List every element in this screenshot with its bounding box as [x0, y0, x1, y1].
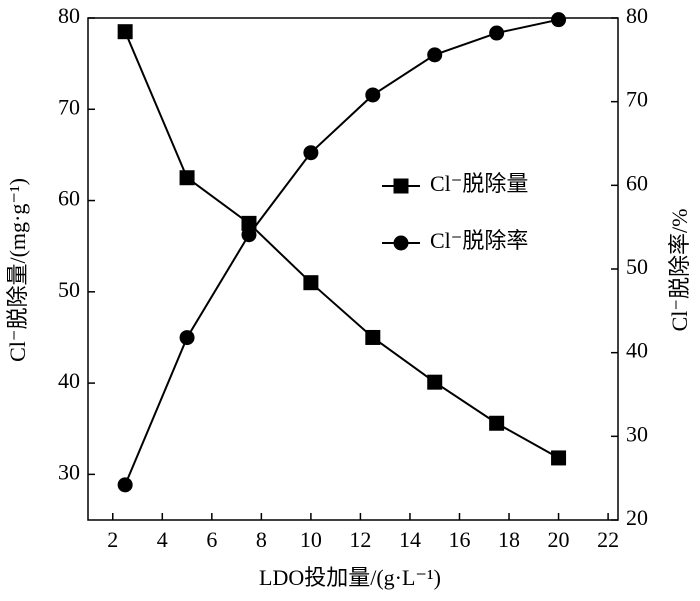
marker: [489, 25, 505, 41]
marker: [551, 450, 567, 466]
y2-axis-label: Cl⁻脱除率/%: [667, 209, 692, 332]
y2-tick-label: 60: [626, 170, 648, 195]
x-tick-label: 2: [107, 527, 118, 552]
marker: [365, 87, 381, 103]
x-tick-label: 10: [300, 527, 322, 552]
y2-tick-label: 30: [626, 421, 648, 446]
marker: [117, 477, 133, 493]
legend-label: Cl⁻脱除率: [430, 228, 528, 253]
plot-frame: [87, 17, 619, 521]
x-tick-label: 14: [399, 527, 421, 552]
marker: [303, 275, 319, 291]
marker: [489, 415, 505, 431]
series-line: [124, 31, 560, 459]
x-tick-label: 22: [597, 527, 619, 552]
x-tick-label: 18: [498, 527, 520, 552]
marker: [427, 47, 443, 63]
y-tick-label: 60: [58, 186, 80, 211]
marker: [303, 145, 319, 161]
y-tick-label: 50: [58, 277, 80, 302]
y-axis-label: Cl⁻脱除量/(mg·g⁻¹): [5, 178, 30, 362]
legend-marker: [393, 235, 409, 251]
y2-tick-label: 40: [626, 338, 648, 363]
marker: [241, 227, 257, 243]
x-tick-label: 6: [206, 527, 217, 552]
legend-marker: [393, 178, 409, 194]
y-tick-label: 80: [58, 3, 80, 28]
y2-tick-label: 70: [626, 87, 648, 112]
marker: [427, 374, 443, 390]
marker: [179, 170, 195, 186]
y-tick-label: 40: [58, 368, 80, 393]
x-axis-label: LDO投加量/(g·L⁻¹): [259, 565, 441, 590]
marker: [117, 24, 133, 40]
x-tick-label: 16: [448, 527, 470, 552]
x-tick-label: 8: [256, 527, 267, 552]
x-tick-label: 4: [157, 527, 168, 552]
marker: [179, 330, 195, 346]
x-tick-label: 12: [349, 527, 371, 552]
series-line: [124, 18, 559, 486]
y2-tick-label: 50: [626, 254, 648, 279]
marker: [365, 329, 381, 345]
marker: [241, 215, 257, 231]
y2-tick-label: 20: [626, 505, 648, 530]
y-tick-label: 70: [58, 94, 80, 119]
legend-label: Cl⁻脱除量: [430, 171, 528, 196]
marker: [551, 12, 567, 28]
x-tick-label: 20: [548, 527, 570, 552]
y2-tick-label: 80: [626, 3, 648, 28]
y-tick-label: 30: [58, 459, 80, 484]
